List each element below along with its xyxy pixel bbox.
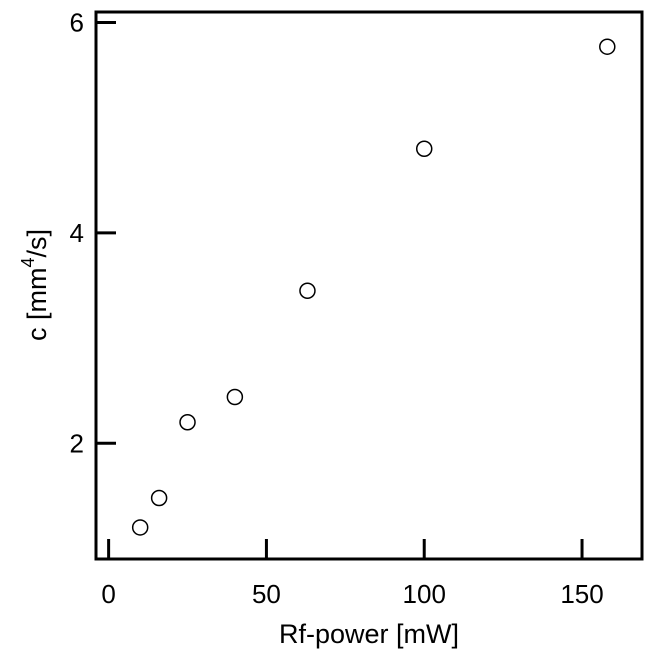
data-point	[131, 519, 149, 536]
x-tick-label: 150	[560, 579, 603, 609]
y-tick-label: 4	[70, 218, 84, 248]
x-tick-label: 50	[252, 579, 281, 609]
y-axis-label-suffix: /s]	[22, 229, 52, 258]
x-tick-label: 0	[101, 579, 115, 609]
data-points	[131, 38, 616, 536]
data-point	[599, 38, 616, 55]
data-point	[226, 388, 244, 406]
data-point	[150, 489, 168, 507]
x-tick-label: 100	[403, 579, 446, 609]
data-point	[299, 282, 316, 300]
y-axis-ticks: 2 4 6	[70, 8, 116, 458]
y-tick-label: 6	[70, 8, 84, 38]
y-tick-label: 2	[70, 428, 84, 458]
x-axis-label: Rf-power [mW]	[279, 619, 459, 649]
data-point	[179, 414, 196, 431]
plot-frame	[94, 10, 644, 561]
data-point	[415, 140, 433, 157]
x-axis-ticks: 0 50 100 150	[101, 539, 604, 609]
y-axis-label-superscript: 4	[18, 258, 38, 268]
y-axis-label: c [mm4/s]	[18, 229, 52, 341]
y-axis-label-prefix: c [mm	[22, 268, 52, 342]
